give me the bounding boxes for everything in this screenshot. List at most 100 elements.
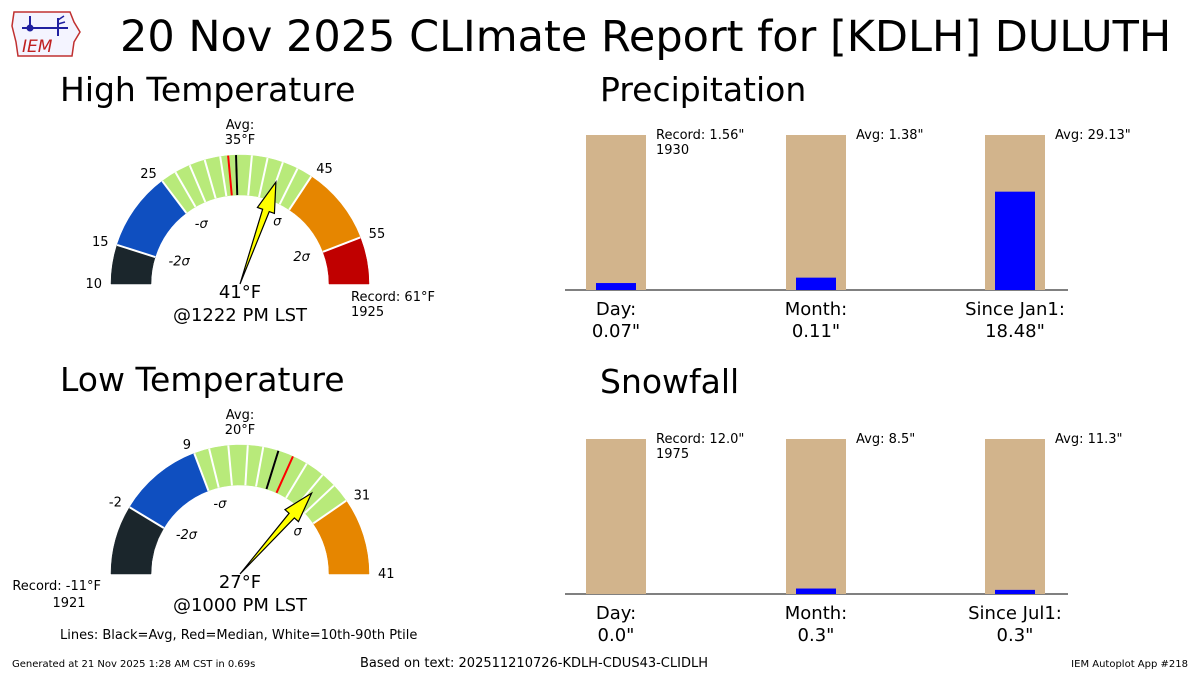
avg-label: Avg:: [226, 118, 254, 133]
gauge-time-label: @1222 PM LST: [173, 305, 308, 326]
generated-timestamp: Generated at 21 Nov 2025 1:28 AM CST in …: [12, 659, 256, 670]
snow-bar-chart: Record: 12.0"1975 Day:0.0" Avg: 8.5" Month:…: [565, 432, 1123, 646]
band-divider-4: [322, 236, 361, 253]
bar-category-label-0: Day:: [596, 299, 636, 320]
percentile-line-1: [188, 164, 207, 203]
bar-category-label-0: Day:: [596, 603, 636, 624]
sigma-label: -σ: [213, 497, 227, 512]
band-divider-1: [161, 180, 188, 214]
sigma-label: 2σ: [293, 250, 310, 265]
avg-value-label: 20°F: [225, 423, 256, 438]
bar-value-label-0: 0.0": [598, 625, 635, 646]
gauge-time-label: @1000 PM LST: [173, 595, 308, 616]
sigma-label: σ: [273, 214, 282, 229]
bar-ref-label-2: Avg: 11.3": [1055, 432, 1123, 447]
gauge-needle: [239, 180, 277, 285]
sigma-label: -2σ: [169, 254, 191, 269]
sigma-label: -2σ: [176, 528, 198, 543]
percentile-line-7: [278, 168, 299, 205]
bar-value-label-0: 0.07": [592, 321, 640, 342]
percentile-line-2: [203, 159, 217, 199]
bar-ref-label-0: Record: 12.0": [656, 432, 744, 447]
gauge-tick-label: 41: [378, 567, 395, 582]
avg-value-label: 35°F: [225, 133, 256, 148]
record-label: Record: -11°F: [12, 579, 101, 594]
gauge-tick-label: 45: [316, 162, 333, 177]
lines-legend: Lines: Black=Avg, Red=Median, White=10th…: [60, 628, 418, 643]
percentile-line-4: [285, 463, 308, 499]
gauge-band-5: [322, 237, 370, 285]
bar-ref-label-1: Avg: 8.5": [856, 432, 915, 447]
percentile-line-0: [208, 448, 220, 488]
avg-line: [265, 450, 280, 490]
band-divider-3: [288, 175, 313, 211]
gauge-tick-label: 9: [183, 438, 191, 453]
band-divider-0: [116, 243, 156, 258]
low-temp-gauge: -2 9 31 41 -2σ -σ σ Avg:20°F 27°F@1000 PM LST Rec…: [12, 408, 394, 616]
bar-category-label-1: Month:: [785, 299, 847, 320]
percentile-line-1: [227, 445, 233, 486]
percentile-line-4: [247, 155, 253, 196]
gauge-needle: [239, 491, 314, 575]
gauge-tick-label: 10: [85, 277, 102, 292]
gauge-tick-label: 55: [369, 227, 386, 242]
bar-reference-1: [786, 439, 846, 594]
bar-ref-label-0: 1975: [656, 447, 689, 462]
high-temp-gauge: 10 15 25 45 55 -2σ -σ σ 2σ Avg:35°F 41°F@1222 PM L…: [85, 118, 435, 326]
gauge-band-4: [312, 500, 370, 575]
bar-value-0: [596, 283, 636, 290]
band-divider-0: [129, 506, 165, 529]
percentile-line-3: [255, 446, 265, 487]
percentile-line-6: [304, 484, 335, 514]
page-title: 20 Nov 2025 CLImate Report for [KDLH] DU…: [120, 12, 1172, 62]
percentile-line-5: [258, 157, 269, 198]
bar-value-1: [796, 588, 836, 594]
bar-category-label-1: Month:: [785, 603, 847, 624]
record-year-label: 1925: [351, 305, 384, 320]
source-text: Based on text: 202511210726-KDLH-CDUS43-…: [360, 656, 708, 671]
bar-reference-1: [786, 135, 846, 290]
band-divider-1: [193, 453, 210, 492]
percentile-line-2: [244, 445, 249, 486]
bar-ref-label-0: 1930: [656, 143, 689, 158]
low-temp-title: Low Temperature: [60, 360, 345, 399]
bar-ref-label-0: Record: 1.56": [656, 128, 744, 143]
median-line: [227, 155, 233, 196]
bar-reference-2: [985, 439, 1045, 594]
avg-line: [235, 155, 239, 196]
record-year-label: 1921: [52, 596, 85, 611]
bar-value-label-2: 0.3": [997, 625, 1034, 646]
median-line: [275, 455, 294, 494]
logo-text: IEM: [22, 37, 53, 57]
gauge-tick-label: 31: [354, 489, 371, 504]
avg-label: Avg:: [226, 408, 254, 423]
percentile-line-3: [219, 156, 228, 197]
snow-title: Snowfall: [600, 362, 740, 401]
bar-ref-label-2: Avg: 29.13": [1055, 128, 1131, 143]
bar-ref-label-1: Avg: 1.38": [856, 128, 924, 143]
bar-category-label-2: Since Jul1:: [968, 603, 1062, 624]
high-temp-title: High Temperature: [60, 70, 356, 109]
band-divider-3: [312, 499, 347, 525]
record-label: Record: 61°F: [351, 290, 435, 305]
bar-value-2: [995, 191, 1035, 290]
gauge-tick-label: 15: [92, 235, 109, 250]
sigma-label: -σ: [195, 217, 209, 232]
gauge-value-label: 27°F: [219, 572, 261, 593]
bar-reference-0: [586, 135, 646, 290]
iem-logo: IEM: [8, 6, 84, 62]
sigma-label: σ: [293, 524, 302, 539]
bar-value-label-2: 18.48": [985, 321, 1045, 342]
bar-reference-0: [586, 439, 646, 594]
gauge-tick-label: -2: [109, 496, 122, 511]
gauge-tick-label: 25: [140, 167, 157, 182]
bar-value-2: [995, 589, 1035, 594]
precip-bar-chart: Record: 1.56"1930 Day:0.07" Avg: 1.38" Mont…: [565, 128, 1131, 342]
iowa-outline-icon: IEM: [11, 11, 81, 57]
bar-value-1: [796, 277, 836, 290]
bar-value-label-1: 0.3": [798, 625, 835, 646]
precip-title: Precipitation: [600, 70, 807, 109]
percentile-line-0: [174, 171, 197, 208]
bar-value-label-1: 0.11": [792, 321, 840, 342]
